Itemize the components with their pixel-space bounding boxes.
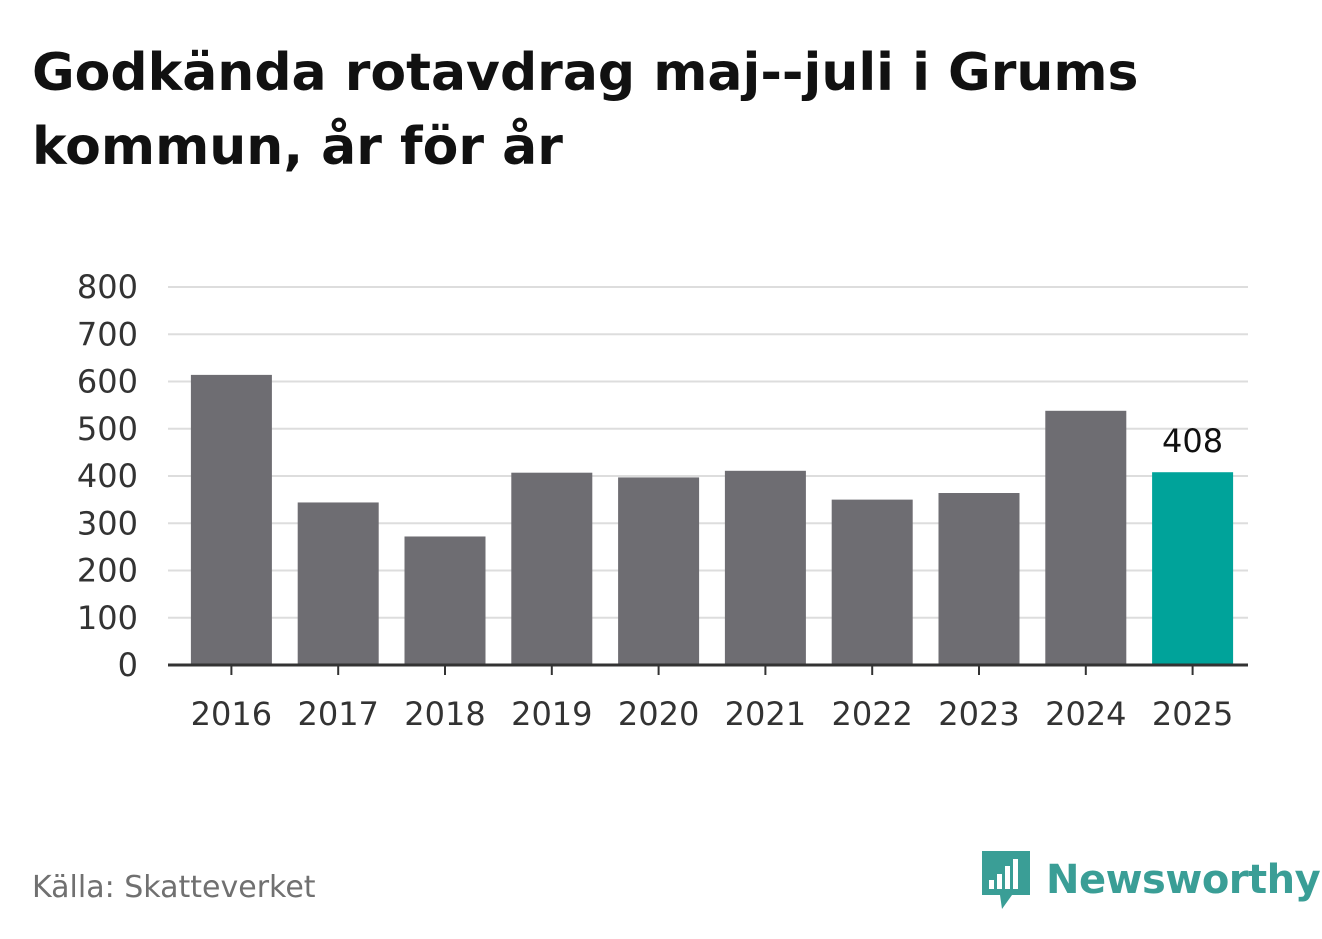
bar-2017	[297, 502, 379, 665]
y-tick-label: 800	[77, 268, 138, 306]
chart-title: Godkända rotavdrag maj--juli i Grums kom…	[32, 43, 1139, 177]
x-tick-label: 2022	[831, 695, 912, 733]
brand-logo: Newsworthy	[980, 850, 1321, 910]
y-tick-label: 400	[77, 457, 138, 495]
x-tick-label: 2019	[511, 695, 592, 733]
x-tick-label: 2023	[938, 695, 1019, 733]
x-tick-label: 2021	[725, 695, 806, 733]
x-tick-label: 2025	[1152, 695, 1233, 733]
y-tick-label: 200	[77, 552, 138, 590]
bar-2025	[1152, 472, 1234, 665]
bar-2020	[618, 477, 700, 665]
bars	[190, 374, 1234, 665]
y-axis-ticks: 0 100 200 300 400 500 600 700 800	[77, 268, 138, 684]
x-tick-label: 2017	[297, 695, 378, 733]
brand-name: Newsworthy	[1046, 857, 1321, 903]
x-tick-label: 2024	[1045, 695, 1126, 733]
x-axis-ticks: 2016 2017 2018 2019 2020 2021 2022 2023 2024 2025	[168, 663, 1248, 733]
x-tick-label: 2016	[191, 695, 272, 733]
bar-2018	[404, 536, 486, 665]
y-tick-label: 600	[77, 363, 138, 401]
bar-2024	[1045, 410, 1127, 665]
bar-2016	[190, 374, 272, 665]
y-tick-label: 500	[77, 410, 138, 448]
bar-2019	[511, 472, 593, 665]
data-label: 408	[1162, 422, 1223, 460]
bar-2021	[724, 470, 806, 665]
data-labels: 408	[1162, 422, 1223, 460]
y-tick-label: 300	[77, 504, 138, 542]
y-tick-label: 0	[118, 646, 138, 684]
source-note: Källa: Skatteverket	[32, 870, 316, 905]
bar-2023	[938, 493, 1020, 665]
y-tick-label: 100	[77, 599, 138, 637]
x-tick-label: 2018	[404, 695, 485, 733]
x-tick-label: 2020	[618, 695, 699, 733]
newsworthy-logo-icon	[982, 851, 1030, 909]
y-tick-label: 700	[77, 315, 138, 353]
bar-2022	[831, 499, 913, 665]
